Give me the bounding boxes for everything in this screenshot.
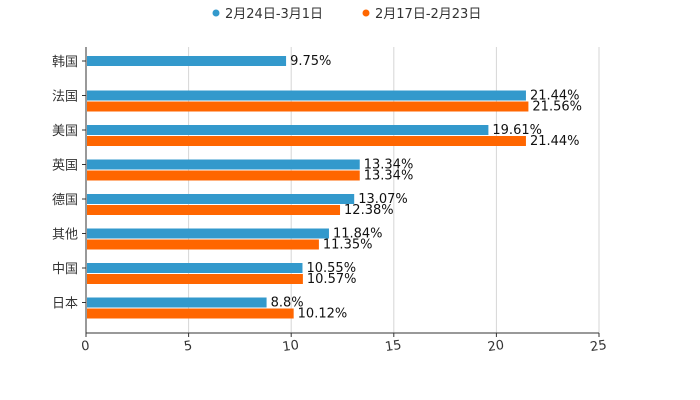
category-label-8: 日本 (52, 297, 78, 312)
bar-series2-6 (87, 239, 319, 250)
bar-series1-4 (87, 159, 360, 170)
category-label-1: 韩国 (52, 55, 78, 70)
data-label-series1-4: 13.34% (364, 158, 414, 173)
category-label-7: 中国 (52, 262, 78, 277)
data-label-series1-6: 11.84% (333, 227, 383, 242)
bar-series1-8 (87, 297, 267, 308)
legend-label-2: 2月17日-2月23日 (375, 7, 481, 22)
category-label-4: 英国 (52, 159, 78, 174)
bar-series1-7 (87, 263, 303, 273)
bar-series1-1 (87, 56, 287, 66)
category-label-6: 其他 (52, 228, 78, 243)
axes (82, 47, 600, 337)
bar-series1-2 (87, 90, 526, 101)
bar-series2-8 (87, 308, 294, 319)
bar-series1-3 (87, 125, 489, 135)
bar-series2-2 (87, 101, 529, 112)
bar-series2-7 (87, 274, 303, 284)
bar-series2-5 (87, 205, 341, 215)
data-label-series2-6: 11.35% (323, 238, 373, 253)
data-label-series1-3: 19.61% (492, 123, 542, 138)
x-tick-label-0: 0 (80, 339, 90, 355)
bar-series1-5 (87, 194, 355, 204)
bar-series2-4 (87, 170, 360, 181)
data-label-series2-5: 12.38% (344, 203, 394, 218)
data-label-series2-7: 10.57% (307, 272, 357, 287)
legend: 2月24日-3月1日 2月17日-2月23日 (212, 7, 481, 22)
x-tick-label-15: 15 (384, 338, 402, 355)
data-label-series1-5: 13.07% (358, 192, 408, 207)
legend-marker-2 (362, 9, 370, 17)
x-tick-label-25: 25 (589, 338, 607, 355)
x-tick-label-5: 5 (183, 339, 193, 355)
data-label-series2-2: 21.56% (532, 100, 582, 115)
category-label-2: 法国 (52, 90, 78, 105)
data-label-series1-8: 8.8% (271, 296, 304, 311)
category-label-3: 美国 (52, 124, 78, 139)
category-label-5: 德国 (52, 193, 78, 208)
bar-series1-6 (87, 228, 329, 239)
legend-marker-1 (212, 9, 220, 17)
legend-label-1: 2月24日-3月1日 (225, 7, 323, 22)
x-tick-label-10: 10 (281, 338, 299, 355)
bar-series2-3 (87, 136, 526, 146)
data-label-series1-7: 10.55% (306, 261, 356, 276)
data-label-series2-4: 13.34% (364, 169, 414, 184)
data-label-series2-8: 10.12% (298, 307, 348, 322)
data-label-series1-2: 21.44% (530, 89, 580, 104)
bars (87, 56, 529, 319)
data-label-series1-1: 9.75% (290, 54, 331, 69)
x-tick-label-20: 20 (487, 338, 505, 355)
data-label-series2-3: 21.44% (530, 134, 580, 149)
